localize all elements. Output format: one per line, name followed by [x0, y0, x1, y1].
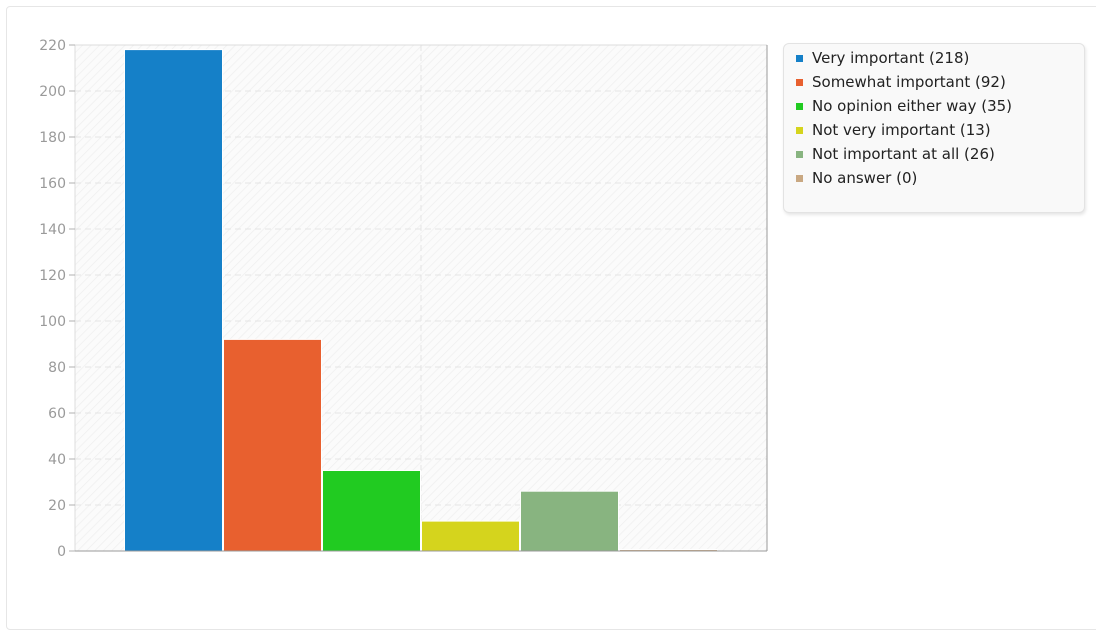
legend-label: No opinion either way (35): [812, 97, 1013, 115]
bar-very-important[interactable]: [124, 49, 223, 552]
y-axis-ticks: 0 20 40 60 80 100 120 140 160 180 200 220: [39, 38, 75, 560]
y-tick-label: 40: [48, 452, 66, 468]
legend-item-no-answer[interactable]: No answer (0): [796, 166, 1084, 190]
y-tick-label: 20: [48, 498, 66, 514]
legend-label: Very important (218): [812, 49, 970, 67]
legend-item-very-important[interactable]: Very important (218): [796, 46, 1084, 70]
bar-not-very-important[interactable]: [421, 520, 520, 552]
legend-label: Not important at all (26): [812, 145, 995, 163]
y-tick-label: 200: [39, 84, 66, 100]
legend-item-not-very-important[interactable]: Not very important (13): [796, 118, 1084, 142]
y-tick-label: 80: [48, 360, 66, 376]
bar-chart: 0 20 40 60 80 100 120 140 160 180 200 220: [39, 38, 768, 560]
bars: [124, 49, 718, 552]
legend-swatch: [796, 150, 803, 158]
y-tick-label: 180: [39, 130, 66, 146]
legend-swatch: [796, 126, 803, 134]
legend-swatch: [796, 174, 803, 182]
bar-no-opinion-either-way[interactable]: [322, 470, 421, 552]
legend-swatch: [796, 102, 803, 110]
legend-item-somewhat-important[interactable]: Somewhat important (92): [796, 70, 1084, 94]
y-tick-label: 160: [39, 176, 66, 192]
legend-swatch: [796, 78, 803, 86]
bar-somewhat-important[interactable]: [223, 338, 322, 552]
legend-label: Not very important (13): [812, 121, 991, 139]
y-tick-label: 0: [57, 544, 66, 560]
legend-item-not-important-at-all[interactable]: Not important at all (26): [796, 142, 1084, 166]
legend: Very important (218) Somewhat important …: [783, 43, 1085, 213]
y-tick-label: 140: [39, 222, 66, 238]
legend-swatch: [796, 54, 803, 62]
y-tick-label: 100: [39, 314, 66, 330]
legend-label: Somewhat important (92): [812, 73, 1006, 91]
y-tick-label: 220: [39, 38, 66, 54]
legend-item-no-opinion[interactable]: No opinion either way (35): [796, 94, 1084, 118]
y-tick-label: 60: [48, 406, 66, 422]
legend-label: No answer (0): [812, 169, 918, 187]
y-tick-label: 120: [39, 268, 66, 284]
bar-not-important-at-all[interactable]: [520, 490, 619, 552]
